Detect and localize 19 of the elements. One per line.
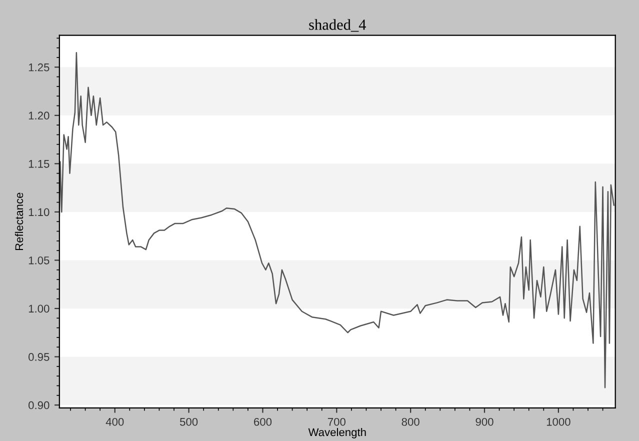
y-tick-label: 1.00	[28, 304, 50, 313]
x-tick-label: 900	[476, 418, 494, 426]
y-axis-title: Reflectance	[14, 192, 24, 250]
y-tick-label: 1.25	[28, 63, 50, 72]
x-tick-label: 700	[328, 418, 346, 426]
x-tick-label: 500	[180, 418, 198, 426]
x-tick-label: 400	[106, 418, 124, 426]
y-tick-label: 1.05	[28, 256, 50, 264]
x-tick-label: 600	[254, 418, 272, 426]
y-tick-label: 1.15	[28, 160, 50, 168]
chart-title: shaded_4	[309, 19, 366, 32]
line-series	[59, 52, 615, 388]
y-tick-label: 0.90	[28, 401, 50, 410]
y-tick-label: 0.95	[28, 353, 50, 361]
x-tick-label: 1000	[546, 418, 570, 426]
y-tick-label: 1.10	[28, 208, 50, 216]
x-axis-title: Wavelength	[308, 428, 366, 438]
y-tick-label: 1.20	[28, 112, 50, 120]
x-tick-label: 800	[402, 418, 420, 426]
